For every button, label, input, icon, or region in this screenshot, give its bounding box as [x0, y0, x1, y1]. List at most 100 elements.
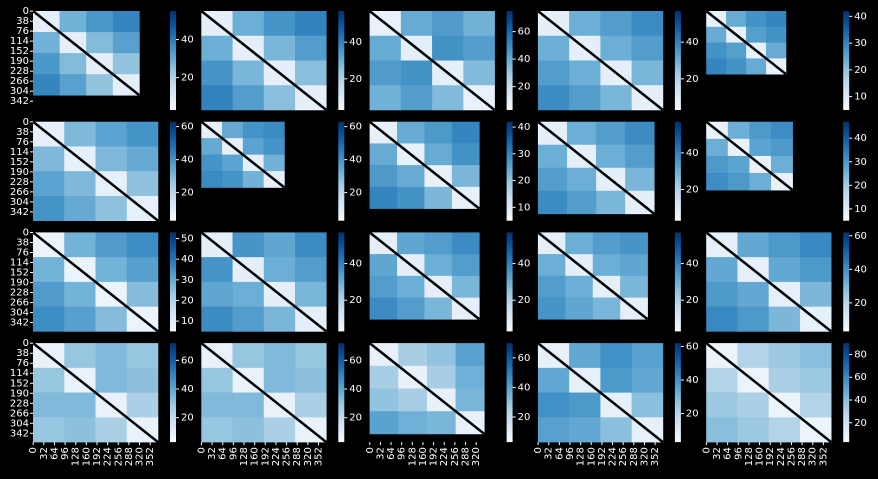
colorbar-tick-label: 60	[181, 355, 194, 366]
y-tick-label: 38	[16, 238, 29, 249]
x-tick-label: 256	[450, 447, 461, 466]
heatmap-cell	[369, 411, 399, 435]
heatmap-cell	[537, 144, 568, 169]
x-tick-label: 352	[313, 447, 324, 466]
heatmap-cell	[64, 121, 96, 147]
heatmap-cell	[112, 53, 140, 75]
heatmap-cell	[706, 42, 727, 59]
heatmap-cell	[451, 121, 480, 144]
heatmap-cell	[771, 155, 793, 174]
heatmap-cell	[33, 257, 65, 283]
heatmap-cell	[432, 85, 464, 111]
heatmap-cell	[537, 392, 570, 418]
diagonal	[368, 342, 486, 435]
heatmap-cell	[263, 85, 296, 111]
heatmap-cell	[424, 232, 453, 255]
x-tick-label: 64	[723, 447, 734, 460]
x-tick-label: 320	[471, 447, 482, 466]
heatmap-cell	[201, 257, 233, 283]
colorbar-tick-label: 40	[349, 384, 362, 395]
colorbar-tick-label: 40	[181, 35, 194, 46]
colorbar-tick-label: 20	[686, 74, 699, 85]
y-tick-label: 38	[16, 348, 29, 359]
heatmap-cell	[64, 392, 96, 418]
y-tick-label: 190	[10, 388, 29, 399]
heatmap-cell	[799, 367, 832, 393]
y-tick-label: 228	[10, 288, 29, 299]
heatmap-cell	[86, 74, 114, 96]
x-tick-label: 288	[797, 447, 808, 466]
colorbar-tick-label: 60	[181, 122, 194, 133]
heatmap-cell	[569, 343, 601, 369]
heatmap-cell	[565, 297, 594, 320]
x-tick-label: 288	[292, 447, 303, 466]
heatmap-cell	[86, 11, 114, 33]
heatmap-cell	[620, 232, 648, 255]
heatmap-cell	[397, 121, 425, 144]
heatmap-cell	[706, 58, 727, 75]
heatmap-cell	[566, 121, 597, 146]
x-tick-label: 160	[250, 447, 261, 466]
y-tick-label: 304	[10, 86, 29, 97]
x-tick-label: 288	[629, 447, 640, 466]
colorbar	[843, 343, 850, 443]
heatmap-cell	[232, 392, 265, 418]
y-tick-label: 76	[16, 248, 29, 259]
heatmap-cell	[625, 144, 655, 169]
heatmap-cell	[242, 138, 264, 155]
heatmap-cell	[369, 186, 398, 209]
colorbar-tick-label: 40	[854, 133, 867, 144]
heatmap-cell	[295, 367, 327, 393]
colorbar-tick-label: 60	[854, 372, 867, 383]
heatmap-cell	[369, 85, 402, 111]
x-tick-label: 352	[818, 447, 829, 466]
colorbar-tick-label: 60	[686, 341, 699, 352]
colorbar-tick-label: 40	[686, 37, 699, 48]
heatmap-cell	[726, 42, 747, 59]
heatmap-cell	[768, 232, 801, 258]
y-tick-label: 266	[10, 408, 29, 419]
heatmap-cell	[737, 417, 769, 443]
x-tick-label: 320	[135, 447, 146, 466]
heatmap-cell	[600, 35, 632, 61]
diagonal	[200, 120, 286, 189]
heatmap-cell	[33, 53, 60, 75]
heatmap-cell	[242, 121, 264, 139]
x-tick-label: 64	[49, 447, 60, 460]
y-tick-label: 76	[16, 358, 29, 369]
heatmap-cell	[600, 343, 632, 369]
heatmap-cell	[263, 138, 285, 155]
heatmap-cell	[799, 257, 832, 283]
heatmap-cell	[737, 281, 769, 307]
colorbar	[170, 121, 176, 221]
colorbar	[843, 232, 850, 332]
x-tick-label: 320	[808, 447, 819, 466]
colorbar-tick-label: 10	[518, 202, 531, 213]
x-tick-label: 224	[103, 447, 114, 466]
heatmap-cell	[263, 11, 296, 37]
x-tick-label: 160	[586, 447, 597, 466]
heatmap-cell	[232, 281, 265, 307]
diagonal	[32, 120, 159, 222]
colorbar-tick-label: 20	[181, 295, 194, 306]
heatmap-cell	[400, 60, 433, 86]
diagonal	[705, 10, 787, 76]
heatmap-cell	[768, 367, 801, 393]
y-tick-label: 342	[10, 96, 29, 107]
heatmap-cell	[95, 367, 128, 393]
colorbar	[170, 11, 176, 110]
colorbar-tick-label: 20	[854, 180, 867, 191]
diagonal	[368, 120, 481, 210]
heatmap-cell	[201, 35, 233, 61]
heatmap-cell	[537, 85, 570, 111]
x-tick-label: 96	[565, 447, 576, 460]
x-tick-label: 0	[533, 447, 544, 453]
colorbar-tick-label: 40	[518, 122, 531, 133]
heatmap-cell	[600, 85, 632, 111]
heatmap-cell	[201, 306, 233, 332]
diagonal	[705, 120, 794, 192]
x-tick-label: 192	[765, 447, 776, 466]
y-tick-label: 114	[10, 368, 29, 379]
x-tick-label: 32	[544, 447, 555, 460]
